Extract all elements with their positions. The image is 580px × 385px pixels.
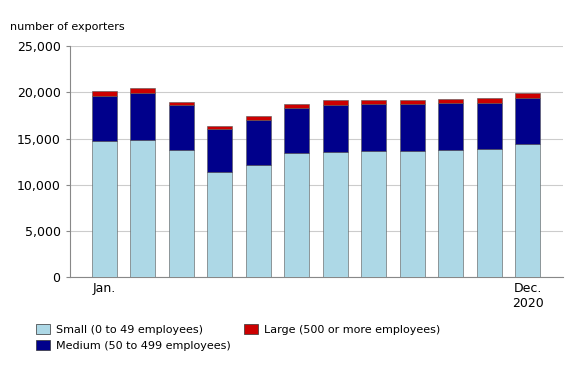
Bar [477,102,502,149]
Bar [92,141,117,277]
Bar [438,102,463,150]
Bar [361,100,386,104]
Bar [284,108,309,153]
Bar [246,166,271,277]
Bar [477,98,502,102]
Bar [515,93,540,98]
Bar [284,104,309,108]
Bar [515,144,540,277]
Bar [130,139,155,277]
Bar [515,98,540,144]
Bar [130,93,155,139]
Bar [323,105,348,152]
Bar [477,149,502,277]
Bar [400,100,425,104]
Bar [361,104,386,151]
Bar [169,105,194,150]
Bar [246,116,271,120]
Bar [208,172,233,277]
Bar [92,96,117,141]
Bar [246,120,271,166]
Bar [169,102,194,105]
Bar [400,151,425,277]
Bar [208,126,233,129]
Bar [438,99,463,102]
Legend: Small (0 to 49 employees), Medium (50 to 499 employees), Large (500 or more empl: Small (0 to 49 employees), Medium (50 to… [36,324,440,351]
Bar [208,129,233,172]
Bar [92,92,117,96]
Bar [323,152,348,277]
Bar [323,100,348,105]
Text: number of exporters: number of exporters [10,22,125,32]
Bar [130,88,155,93]
Bar [361,151,386,277]
Bar [169,150,194,277]
Bar [400,104,425,151]
Bar [438,150,463,277]
Bar [284,153,309,277]
